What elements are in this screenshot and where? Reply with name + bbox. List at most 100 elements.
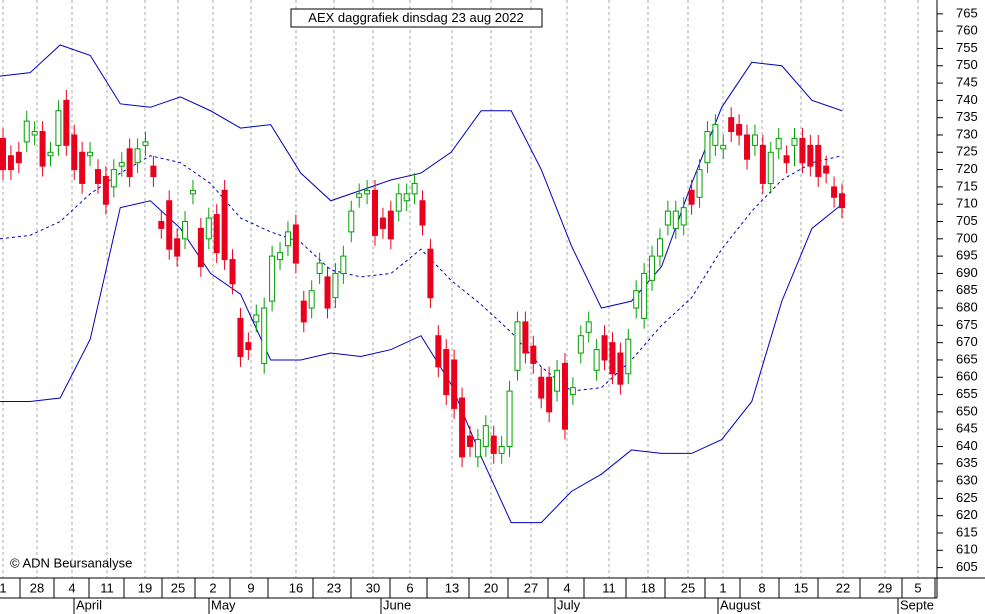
candle-body [609,342,616,375]
y-tick-label: 765 [956,5,978,20]
candle-body [356,193,363,198]
y-tick-label: 625 [956,490,978,505]
candle-body [641,272,648,319]
candle-body [189,189,196,195]
candle-body [55,110,62,146]
candle-body [649,255,656,281]
candle-body [174,238,181,257]
y-tick-label: 715 [956,178,978,193]
y-tick-label: 665 [956,351,978,366]
candle-body [134,148,141,164]
y-tick-label: 670 [956,334,978,349]
candle-body [601,335,608,361]
candle-body [490,435,497,454]
x-tick-label: 11 [100,580,114,595]
y-tick-label: 750 [956,57,978,72]
x-tick-label: 1 [719,580,726,595]
candle-body [126,148,133,178]
candle-body [799,137,806,164]
y-tick-label: 695 [956,248,978,263]
candle-body [110,169,117,188]
x-tick-label: 15 [794,580,808,595]
candle-body [63,99,70,146]
candle-body [15,151,22,164]
candle-body [791,137,798,146]
candle-body [712,124,719,146]
y-tick-label: 685 [956,282,978,297]
candle-body [759,144,766,184]
candle-body [411,182,418,195]
y-tick-label: 630 [956,473,978,488]
candle-body [221,189,228,261]
candle-body [569,387,576,396]
candle-body [514,321,521,371]
y-tick-label: 615 [956,524,978,539]
y-tick-label: 605 [956,559,978,574]
candle-body [451,359,458,409]
candle-body [744,134,751,160]
y-tick-label: 705 [956,213,978,228]
x-tick-label: 8 [758,580,765,595]
candle-body [213,214,220,254]
x-tick-label: 16 [289,580,303,595]
y-tick-label: 635 [956,455,978,470]
y-tick-label: 650 [956,403,978,418]
candle-body [142,141,149,146]
y-tick-label: 675 [956,317,978,332]
candle-body [736,124,743,136]
candle-body [728,117,735,133]
y-tick-label: 680 [956,299,978,314]
candle-body [245,342,252,351]
candle-body [751,134,758,146]
plot-area [0,0,937,578]
candle-body [308,290,315,309]
candle-body [546,376,553,413]
candle-body [807,144,814,167]
month-label: Septe [900,597,934,612]
candle-body [0,137,6,171]
candle-body [182,221,189,240]
candle-body [79,151,86,184]
candle-body [538,376,545,399]
candle-body [166,200,173,250]
candle-body [253,314,260,323]
candle-body [340,255,347,274]
candle-body [839,193,845,209]
candle-body [688,189,695,205]
candle-body [664,210,671,226]
candle-body [94,169,101,184]
candle-body [102,176,109,205]
candle-body [530,345,537,364]
candle-body [783,155,790,164]
x-tick-label: 4 [68,580,75,595]
y-tick-label: 710 [956,196,978,211]
x-tick-label: 23 [327,580,341,595]
candle-body [775,137,782,150]
candle-body [372,189,379,236]
candle-body [277,252,284,261]
x-tick-label: 4 [563,580,570,595]
title-box [290,8,543,28]
candle-body [387,210,394,240]
candle-body [292,224,299,264]
candle-body [31,131,38,136]
candle-body [561,362,568,430]
candle-body [633,290,640,309]
candle-body [482,425,489,447]
candle-body [617,352,624,385]
y-tick-label: 655 [956,386,978,401]
candle-body [680,207,687,226]
month-label: May [211,597,236,612]
candle-body [625,338,632,375]
candle-body [237,317,244,357]
candle-body [435,335,442,368]
candle-body [197,227,204,268]
candle-body [316,262,323,274]
candle-body [205,217,212,240]
candle-body [261,307,268,364]
candle-body [466,435,473,447]
candle-body [656,238,663,257]
y-tick-label: 730 [956,126,978,141]
y-tick-label: 700 [956,230,978,245]
